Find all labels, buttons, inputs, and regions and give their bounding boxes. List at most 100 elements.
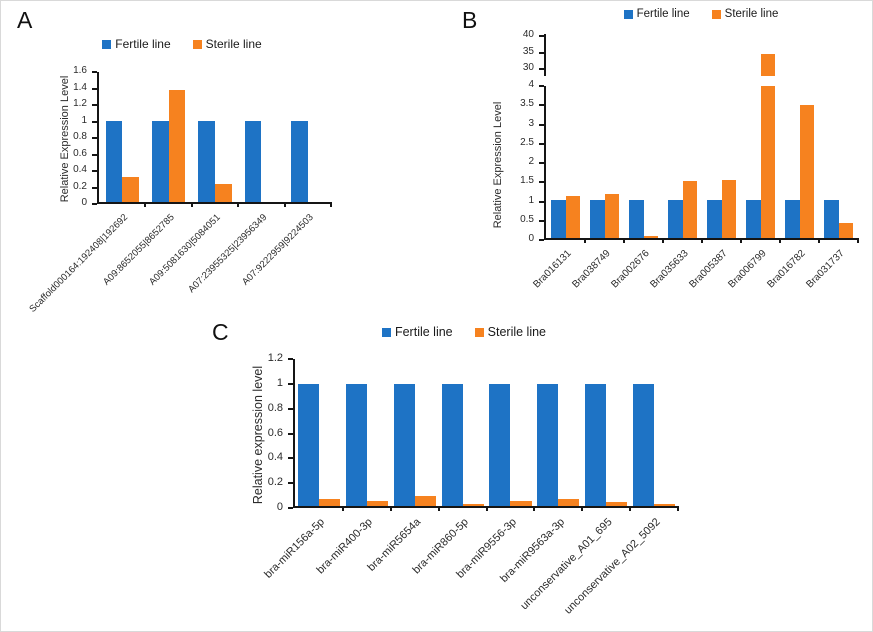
bar-fertile [551,200,566,238]
legend-item-fertile: Fertile line [381,325,453,339]
fertile-swatch-icon [623,9,633,19]
bar-sterile [462,503,484,506]
y-tick-mark-upper [539,67,544,70]
y-tick-mark [288,432,293,435]
bar-fertile [707,200,722,238]
y-tick-label: 1.4 [73,81,87,93]
bar-fertile [105,120,123,202]
y-tick-label: 1.6 [73,65,87,76]
y-tick-mark [288,507,293,509]
y-tick-label: 1 [528,194,534,206]
category-group [285,72,331,202]
bar-groups [295,359,678,506]
bar-fertile [151,120,169,202]
x-tick-mark [283,202,286,207]
y-tick-label: 1 [276,376,283,389]
x-tick-mark [237,202,240,207]
bar-sterile [654,503,676,506]
y-tick-label: 3.5 [520,98,534,110]
x-tick-mark [190,202,193,207]
bar-sterile [760,86,775,238]
x-tick-mark [623,238,625,243]
plot-area: 0 0.2 0.4 0.6 0.8 1 1.2 bra-miR156a-5p bra-miR40… [263,352,679,617]
x-tick-mark [701,238,703,243]
y-tick-mark [92,186,97,189]
bar-fertile [585,383,607,506]
y-tick-label: 1 [81,114,87,126]
bar-fertile [393,383,415,506]
y-tick-label: 0.2 [267,476,283,489]
y-tick-label-upper: 40 [522,29,534,41]
x-tick-mark [144,202,147,207]
x-tick-mark [341,506,344,511]
category-group [192,72,238,202]
y-tick-mark [92,170,97,172]
y-tick-label: 0.4 [73,164,87,175]
x-tick-mark [330,202,332,207]
x-tick-mark [818,238,820,243]
x-tick-mark [740,238,742,243]
category-group [624,86,663,238]
bar-fertile [198,120,216,202]
y-tick-mark [288,382,293,385]
category-group [702,86,741,238]
bar-sterile [799,105,814,238]
y-tick-mark [288,457,293,460]
bar-fertile [244,120,262,202]
y-tick-label-upper: 35 [522,45,534,57]
bar-sterile [838,222,853,238]
sterile-swatch-icon [192,39,202,49]
legend-label: Fertile line [115,37,171,51]
y-tick-mark [92,153,97,156]
y-tick-mark [92,71,97,73]
x-tick-mark [629,506,632,511]
category-group-upper [741,34,780,76]
y-tick-mark [539,239,544,241]
bar-sterile [414,496,436,506]
x-tick-mark [533,506,536,511]
x-category-label: unconservative_A01_695 [518,516,615,613]
x-tick-mark [857,238,859,243]
y-tick-mark [539,162,544,164]
y-tick-mark [92,137,97,139]
bar-sterile [604,194,619,238]
x-tick-mark [437,506,440,511]
x-tick-mark [389,506,392,511]
y-tick-label: 0 [528,233,534,244]
y-tick-mark [92,120,97,123]
plot-area-upper: 30 35 40 [523,29,858,76]
panel-label-a: A [17,7,33,33]
legend-label: Sterile line [724,8,779,20]
legend: Fertile line Sterile line [57,37,307,51]
panel-label-c: C [212,319,229,345]
y-tick-mark [539,123,544,126]
bar-fertile [633,383,655,506]
category-group [343,359,391,506]
category-group [295,359,343,506]
bar-sterile [122,176,139,202]
legend-label: Fertile line [636,8,690,20]
bar-fertile [297,383,319,506]
y-tick-label: 0.8 [267,401,283,414]
bar-fertile [291,120,308,202]
category-group [99,72,145,202]
category-group [238,72,284,202]
bar-sterile [721,180,736,238]
y-tick-label: 0.6 [73,147,87,159]
bar-fertile [785,200,800,238]
bar-sterile [318,498,340,506]
bar-sterile [366,501,388,506]
bar-sterile [168,89,186,202]
y-tick-label: 1.2 [267,352,283,364]
x-category-label: unconservative_A02_5092 [561,516,663,617]
plot-area: 0 0.5 1 1.5 2 2.5 3 3.5 4 Bra016131 Bra038749 Bra00… [520,79,859,290]
y-tick-label: 0.8 [73,131,87,142]
y-tick-mark [92,203,97,205]
bar-fertile [746,200,761,238]
y-tick-label: 0.2 [73,180,87,192]
y-tick-mark [288,407,293,410]
legend-label: Sterile line [487,325,547,339]
